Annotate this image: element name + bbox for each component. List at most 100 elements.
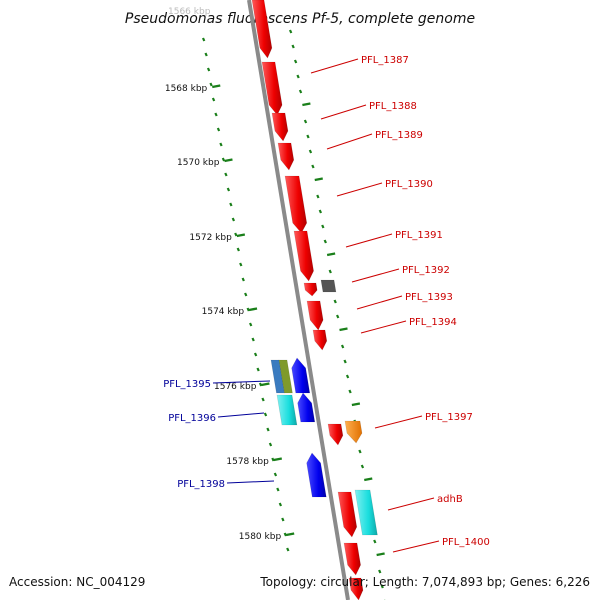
callout-leader <box>212 380 271 384</box>
gene-arrow-pfl-1388[interactable] <box>271 112 289 142</box>
gene-label-pfl-1391[interactable]: PFL_1391 <box>395 230 443 241</box>
callout-leader <box>336 182 383 197</box>
scale-minor-tick <box>253 352 258 357</box>
scale-minor-tick <box>276 487 280 492</box>
inner-tick-track <box>288 29 386 600</box>
inner-track-tick <box>308 149 313 154</box>
gene-label-pfl-1387[interactable]: PFL_1387 <box>361 55 409 66</box>
scale-minor-tick <box>263 412 268 417</box>
callout-leader <box>387 497 435 511</box>
inner-track-tick <box>302 102 311 107</box>
gene-arrow-adhb-red[interactable] <box>337 491 358 538</box>
inner-track-tick <box>373 539 377 544</box>
callout-leader <box>226 480 275 484</box>
gene-arrow-pfl-1389[interactable] <box>277 142 295 171</box>
scale-minor-tick <box>246 307 250 312</box>
scale-minor-tick <box>241 277 245 282</box>
gene-arrow-pfl-1398[interactable] <box>306 452 327 498</box>
scale-minor-tick <box>219 142 223 147</box>
inner-track-tick <box>364 477 373 482</box>
inner-track-tick <box>378 569 382 574</box>
gene-arrow-pfl-1397a[interactable] <box>327 423 344 446</box>
gene-arrow-pfl-1390[interactable] <box>284 175 308 234</box>
inner-track-tick <box>333 299 337 304</box>
scale-minor-tick <box>281 517 285 522</box>
gene-label-pfl-1393[interactable]: PFL_1393 <box>405 292 453 303</box>
gene-arrow-pfl-1387[interactable] <box>261 61 283 116</box>
inner-track-tick <box>326 252 336 257</box>
gene-callouts: PFL_1387 PFL_1388 PFL_1389 PFL_1390 PFL_1391… <box>163 55 490 553</box>
gene-arrow-adhb[interactable] <box>354 489 378 536</box>
gene-arrow-pfl-1396a[interactable] <box>276 394 298 426</box>
scale-minor-tick <box>204 52 208 57</box>
gene-arrow-pfl-1396b[interactable] <box>297 392 316 423</box>
gene-label-pfl-1388[interactable]: PFL_1388 <box>369 101 417 112</box>
scale-label: 1576 kbp <box>214 382 257 392</box>
scale-label: 1574 kbp <box>202 307 245 317</box>
gene-arrow-pfl-1400[interactable] <box>343 542 361 576</box>
gene-label-pfl-1400[interactable]: PFL_1400 <box>442 537 490 548</box>
gene-arrow-pfl-1395b[interactable] <box>278 359 293 394</box>
scale-minor-tick <box>236 247 240 252</box>
scale-minor-tick <box>209 82 213 87</box>
scale-major-tick <box>224 158 233 163</box>
gene-arrow-pfl-1392[interactable] <box>320 279 337 293</box>
gene-label-pfl-1394[interactable]: PFL_1394 <box>409 317 457 328</box>
scale-track: 1568 kbp 1570 kbp 1572 kbp 1574 kbp 1576 kbp… <box>165 37 295 552</box>
gene-arrow-pfl-1397[interactable] <box>344 420 363 444</box>
gene-arrow-pfl-1394[interactable] <box>306 300 324 331</box>
scale-minor-tick <box>211 97 216 102</box>
scale-major-tick <box>273 457 283 462</box>
scale-minor-tick <box>234 232 238 237</box>
gene-label-pfl-1392[interactable]: PFL_1392 <box>402 265 450 276</box>
scale-minor-tick <box>278 502 283 507</box>
scale-minor-tick <box>286 547 290 552</box>
scale-minor-tick <box>251 337 255 342</box>
scale-minor-tick <box>226 187 231 192</box>
scale-major-tick <box>248 307 258 312</box>
scale-minor-tick <box>271 457 275 462</box>
scale-minor-tick <box>214 112 218 117</box>
gene-label-pfl-1396[interactable]: PFL_1396 <box>168 413 216 424</box>
scale-minor-tick <box>266 427 270 432</box>
scale-minor-tick <box>261 397 265 402</box>
inner-track-tick <box>323 239 327 244</box>
topology-text: Topology: circular; Length: 7,074,893 bp… <box>259 575 590 589</box>
gene-label-pfl-1397[interactable]: PFL_1397 <box>425 412 473 423</box>
inner-track-tick <box>343 359 347 364</box>
scale-label: 1568 kbp <box>165 84 208 94</box>
callout-leader <box>320 104 367 120</box>
gene-arrow-pfl-1395c[interactable] <box>291 357 311 394</box>
inner-track-tick <box>321 224 325 229</box>
gene-arrow-pfl-1393[interactable] <box>303 282 318 297</box>
scale-label: 1580 kbp <box>239 532 282 542</box>
inner-track-tick <box>318 209 323 214</box>
scale-major-tick <box>261 382 270 387</box>
callout-leader <box>374 415 423 429</box>
scale-minor-tick <box>256 367 260 372</box>
accession-text: Accession: NC_004129 <box>9 575 145 589</box>
gene-label-adhb[interactable]: adhB <box>437 494 463 505</box>
callout-leader <box>310 58 359 74</box>
gene-arrow-bottom[interactable] <box>348 577 364 600</box>
gene-label-pfl-1395[interactable]: PFL_1395 <box>163 379 211 390</box>
inner-track-tick <box>336 314 340 319</box>
inner-track-tick <box>306 134 310 139</box>
scale-minor-tick <box>249 322 253 327</box>
callout-leader <box>345 233 393 248</box>
gene-label-pfl-1390[interactable]: PFL_1390 <box>385 179 433 190</box>
gene-arrow-top[interactable] <box>251 0 273 59</box>
callout-leader <box>356 295 403 310</box>
faded-scale-label: 1566 kbp <box>168 7 211 17</box>
scale-minor-tick <box>231 217 236 222</box>
inner-track-tick <box>376 552 385 557</box>
gene-arrow-pfl-1394b[interactable] <box>312 329 328 351</box>
inner-track-tick <box>339 327 348 332</box>
inner-track-tick <box>311 164 315 169</box>
gene-label-pfl-1398[interactable]: PFL_1398 <box>177 479 225 490</box>
gene-label-pfl-1389[interactable]: PFL_1389 <box>375 130 423 141</box>
inner-track-tick <box>303 119 308 124</box>
gene-arrow-pfl-1391[interactable] <box>293 230 314 282</box>
scale-minor-tick <box>283 532 287 537</box>
